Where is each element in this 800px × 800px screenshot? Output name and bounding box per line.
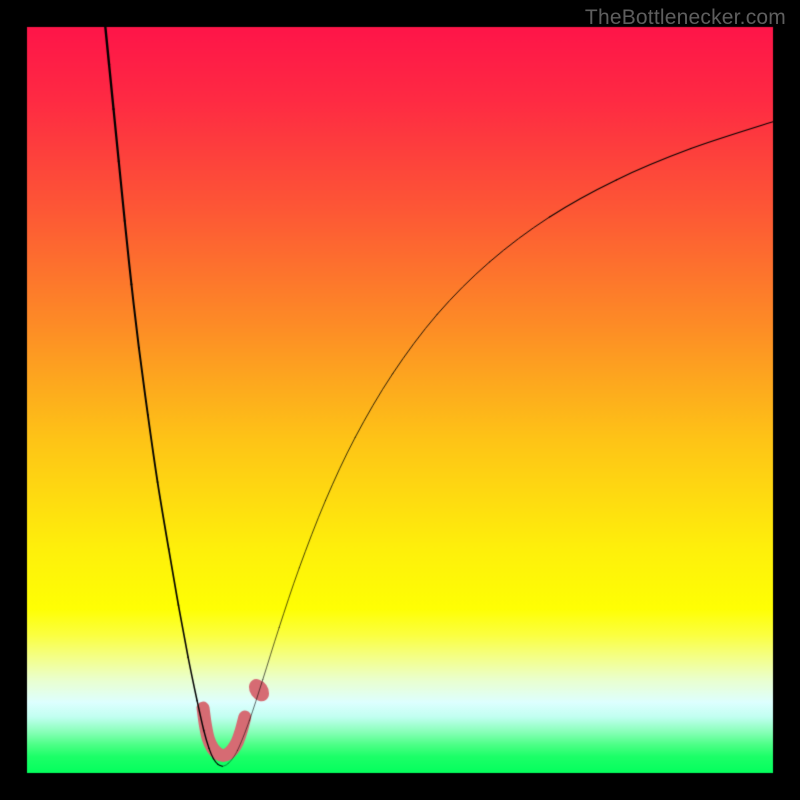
chart-stage: TheBottlenecker.com: [0, 0, 800, 800]
bottleneck-chart: [0, 0, 800, 800]
